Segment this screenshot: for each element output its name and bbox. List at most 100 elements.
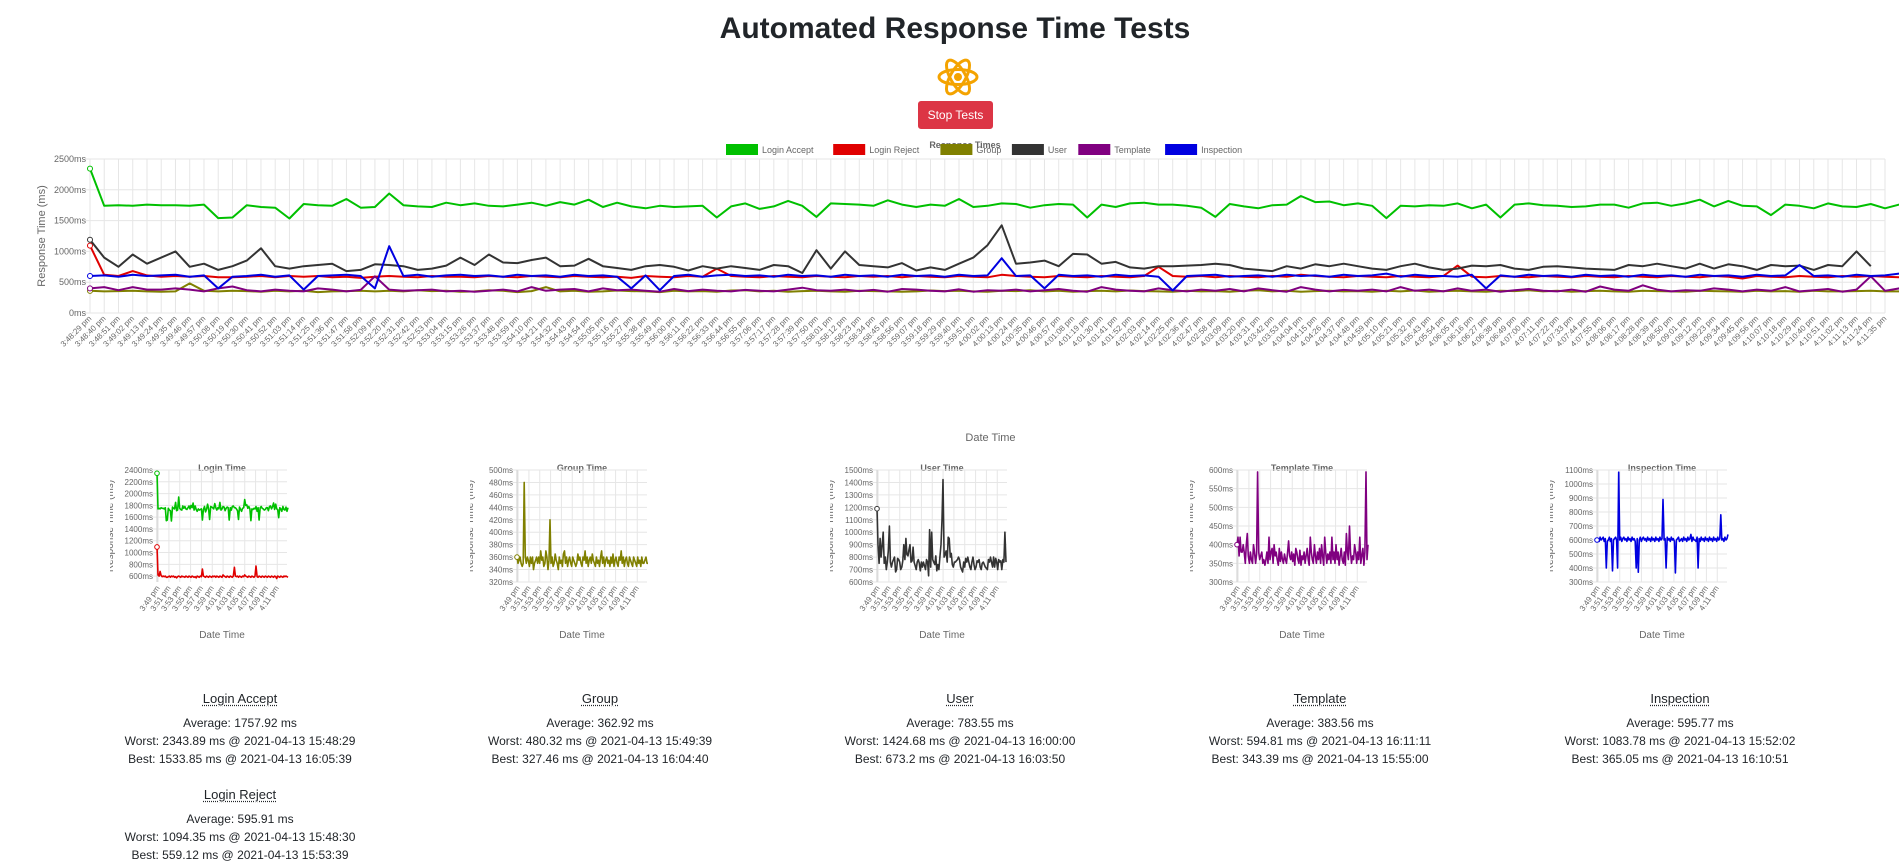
series-point-template <box>87 285 93 292</box>
stat-best: Best: 1533.85 ms @ 2021-04-13 16:05:39 <box>128 752 352 766</box>
y-tick-label: 440ms <box>489 503 513 512</box>
stat-average: Average: 595.91 ms <box>186 812 294 826</box>
series-point-group <box>514 554 520 560</box>
chart-grid <box>153 469 287 582</box>
x-axis-label: Date Time <box>199 630 245 641</box>
y-tick-label: 1200ms <box>125 537 153 546</box>
chart-grid <box>1593 469 1727 583</box>
y-tick-label: 1100ms <box>845 516 873 525</box>
series-point-login-reject <box>87 242 93 249</box>
page-title: Automated Response Time Tests <box>719 12 1191 45</box>
legend-item: Login Accept <box>762 145 814 155</box>
stat-title[interactable]: Inspection <box>1650 691 1710 706</box>
y-tick-label: 1500ms <box>845 466 873 475</box>
atom-icon <box>937 58 979 96</box>
y-tick-label: 2400ms <box>125 466 153 475</box>
y-tick-label: 400ms <box>489 528 513 537</box>
series-point-login-accept <box>154 470 160 477</box>
y-tick-label: 500ms <box>59 277 87 287</box>
y-tick-label: 1400ms <box>845 478 873 487</box>
stat-worst: Worst: 2343.89 ms @ 2021-04-13 15:48:29 <box>124 734 356 748</box>
y-tick-label: 300ms <box>1569 578 1593 587</box>
stat-title[interactable]: Template <box>1293 691 1347 706</box>
stat-average: Average: 362.92 ms <box>546 716 654 730</box>
y-tick-label: 1000ms <box>54 246 87 256</box>
legend-item: Login Reject <box>869 145 920 155</box>
y-tick-label: 500ms <box>1569 550 1593 559</box>
y-axis-label: Response Time (ms) <box>36 185 48 286</box>
x-axis-label: Date Time <box>1279 630 1325 641</box>
stat-title[interactable]: User <box>946 691 974 706</box>
series-point-user <box>87 236 93 243</box>
y-tick-label: 2500ms <box>54 154 87 164</box>
stat-title[interactable]: Login Accept <box>202 691 278 706</box>
y-tick-label: 360ms <box>489 553 513 562</box>
series-point-login-reject <box>154 544 160 550</box>
legend-swatch <box>1165 144 1198 155</box>
series-point-login-accept <box>87 165 93 172</box>
series-point-template <box>1234 541 1240 548</box>
stats-login-reject: Login Reject Average: 595.91 ms Worst: 1… <box>110 786 370 864</box>
stat-best: Best: 365.05 ms @ 2021-04-13 16:10:51 <box>1571 752 1789 766</box>
y-axis-label: Response Time (ms) <box>1190 480 1196 572</box>
stats-inspection: Inspection Average: 595.77 ms Worst: 108… <box>1550 690 1810 768</box>
y-tick-label: 500ms <box>1209 503 1233 512</box>
y-axis-label: Response Time (ms) <box>1550 480 1556 572</box>
series-line-login-accept <box>156 473 289 522</box>
series-line-inspection <box>1596 471 1729 574</box>
y-tick-label: 400ms <box>1209 541 1233 550</box>
stat-worst: Worst: 1094.35 ms @ 2021-04-13 15:48:30 <box>124 830 356 844</box>
y-tick-label: 1400ms <box>125 525 153 534</box>
y-axis-label: Response Time (ms) <box>830 480 836 572</box>
y-tick-label: 800ms <box>849 553 873 562</box>
stats-login-accept: Login Accept Average: 1757.92 ms Worst: … <box>110 690 370 768</box>
y-tick-label: 1000ms <box>125 549 153 558</box>
stat-average: Average: 383.56 ms <box>1266 716 1374 730</box>
series-line-login-reject <box>156 546 289 580</box>
legend-swatch <box>940 144 973 155</box>
stat-worst: Worst: 480.32 ms @ 2021-04-13 15:49:39 <box>487 734 713 748</box>
legend-swatch <box>726 144 758 155</box>
y-tick-label: 700ms <box>849 566 873 575</box>
y-tick-label: 1000ms <box>845 528 873 537</box>
series-line-inspection <box>89 245 1899 292</box>
y-tick-label: 1300ms <box>845 491 873 500</box>
series-line-template <box>1236 471 1369 566</box>
series-line-login-accept <box>89 168 1899 220</box>
stats-group: Group Average: 362.92 ms Worst: 480.32 m… <box>470 690 730 768</box>
y-tick-label: 1600ms <box>125 513 153 522</box>
x-axis-label: Date Time <box>559 630 605 641</box>
x-axis-label: Date Time <box>1639 630 1685 641</box>
y-tick-label: 450ms <box>1209 522 1233 531</box>
chart-title: Template Time <box>1271 463 1333 473</box>
legend-item: User <box>1048 145 1067 155</box>
x-axis-label: Date Time <box>965 432 1015 444</box>
chart-title: Login Time <box>198 463 246 473</box>
stat-title[interactable]: Group <box>581 691 619 706</box>
y-tick-label: 1100ms <box>1565 466 1593 475</box>
series-line-user <box>876 478 1007 577</box>
y-tick-label: 600ms <box>1209 466 1233 475</box>
stat-average: Average: 595.77 ms <box>1626 716 1734 730</box>
stat-best: Best: 559.12 ms @ 2021-04-13 15:53:39 <box>131 848 349 862</box>
stat-worst: Worst: 1083.78 ms @ 2021-04-13 15:52:02 <box>1564 734 1796 748</box>
y-tick-label: 420ms <box>489 516 513 525</box>
y-tick-label: 700ms <box>1569 522 1593 531</box>
y-tick-label: 800ms <box>1569 508 1593 517</box>
y-tick-label: 320ms <box>489 578 513 587</box>
legend-item: Template <box>1114 145 1151 155</box>
chart-title: Inspection Time <box>1628 463 1696 473</box>
y-tick-label: 340ms <box>489 566 513 575</box>
y-tick-label: 900ms <box>1569 494 1593 503</box>
stat-average: Average: 783.55 ms <box>906 716 1014 730</box>
y-tick-label: 2000ms <box>125 490 153 499</box>
series-line-template <box>89 275 1899 293</box>
stat-title[interactable]: Login Reject <box>203 787 277 802</box>
series-line-login-reject <box>89 245 1899 280</box>
stat-best: Best: 343.39 ms @ 2021-04-13 15:55:00 <box>1211 752 1429 766</box>
stop-tests-button[interactable]: Stop Tests <box>918 101 993 129</box>
series-line-group <box>516 481 648 571</box>
y-tick-label: 300ms <box>1209 578 1233 587</box>
